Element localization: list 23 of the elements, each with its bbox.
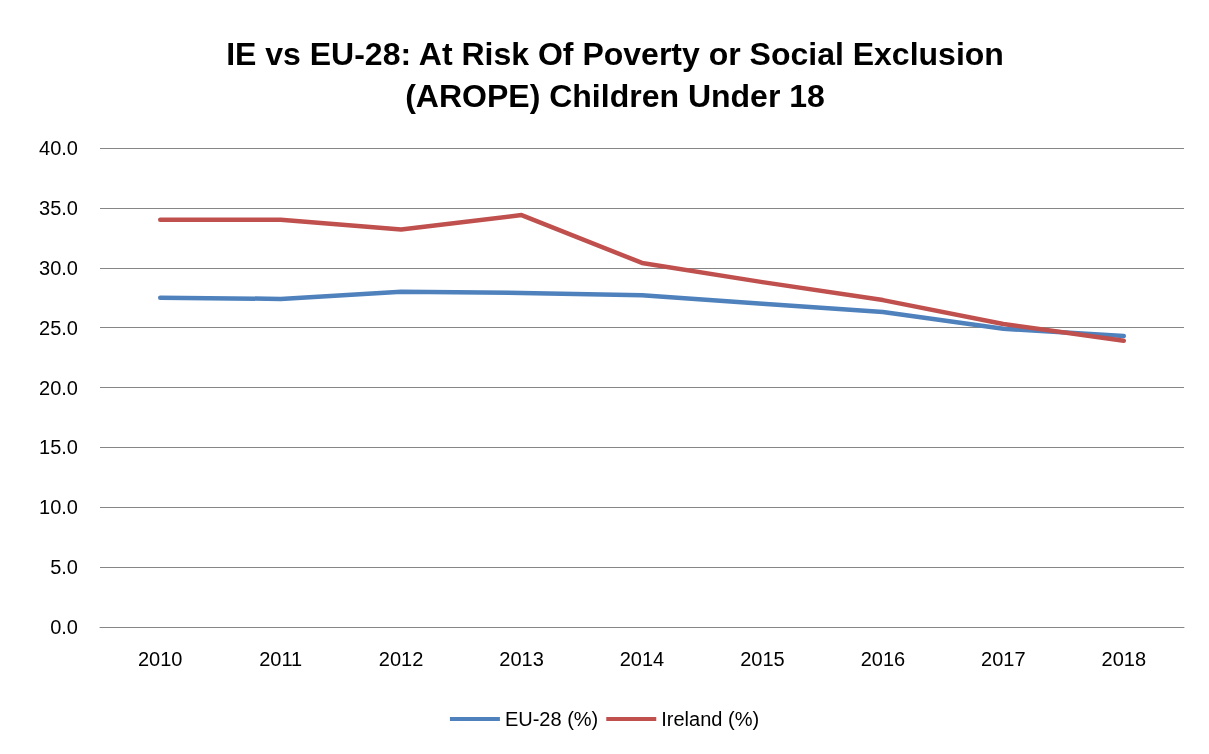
x-tick-label: 2014 <box>619 648 665 670</box>
x-tick-label: 2011 <box>259 648 303 670</box>
y-tick-label: 10.0 <box>39 496 78 519</box>
x-tick-label: 2012 <box>378 648 424 670</box>
y-tick-label: 0.0 <box>50 616 78 638</box>
line-series <box>157 289 1127 339</box>
y-tick-label: 40.0 <box>39 137 78 159</box>
y-tick-label: 25.0 <box>39 316 78 339</box>
x-tick-label: 2016 <box>860 648 906 670</box>
y-tick-label: 35.0 <box>39 196 78 219</box>
line-series <box>157 212 1127 344</box>
x-tick-label: 2018 <box>1101 648 1147 670</box>
legend-label: Ireland (%) <box>661 708 760 730</box>
y-tick-label: 20.0 <box>39 376 78 399</box>
y-tick-label: 15.0 <box>39 436 78 459</box>
y-tick-label: 5.0 <box>50 556 78 579</box>
y-tick-label: 30.0 <box>39 256 78 279</box>
x-tick-label: 2013 <box>499 648 544 670</box>
chart-title: IE vs EU-28: At Risk Of Poverty or Social Exclusion (AROPE) Children Under 18 <box>226 36 1004 114</box>
x-tick-label: 2017 <box>981 648 1026 670</box>
x-tick-label: 2010 <box>137 648 183 670</box>
x-tick-label: 2015 <box>740 648 785 670</box>
legend-label: EU-28 (%) <box>504 708 599 730</box>
